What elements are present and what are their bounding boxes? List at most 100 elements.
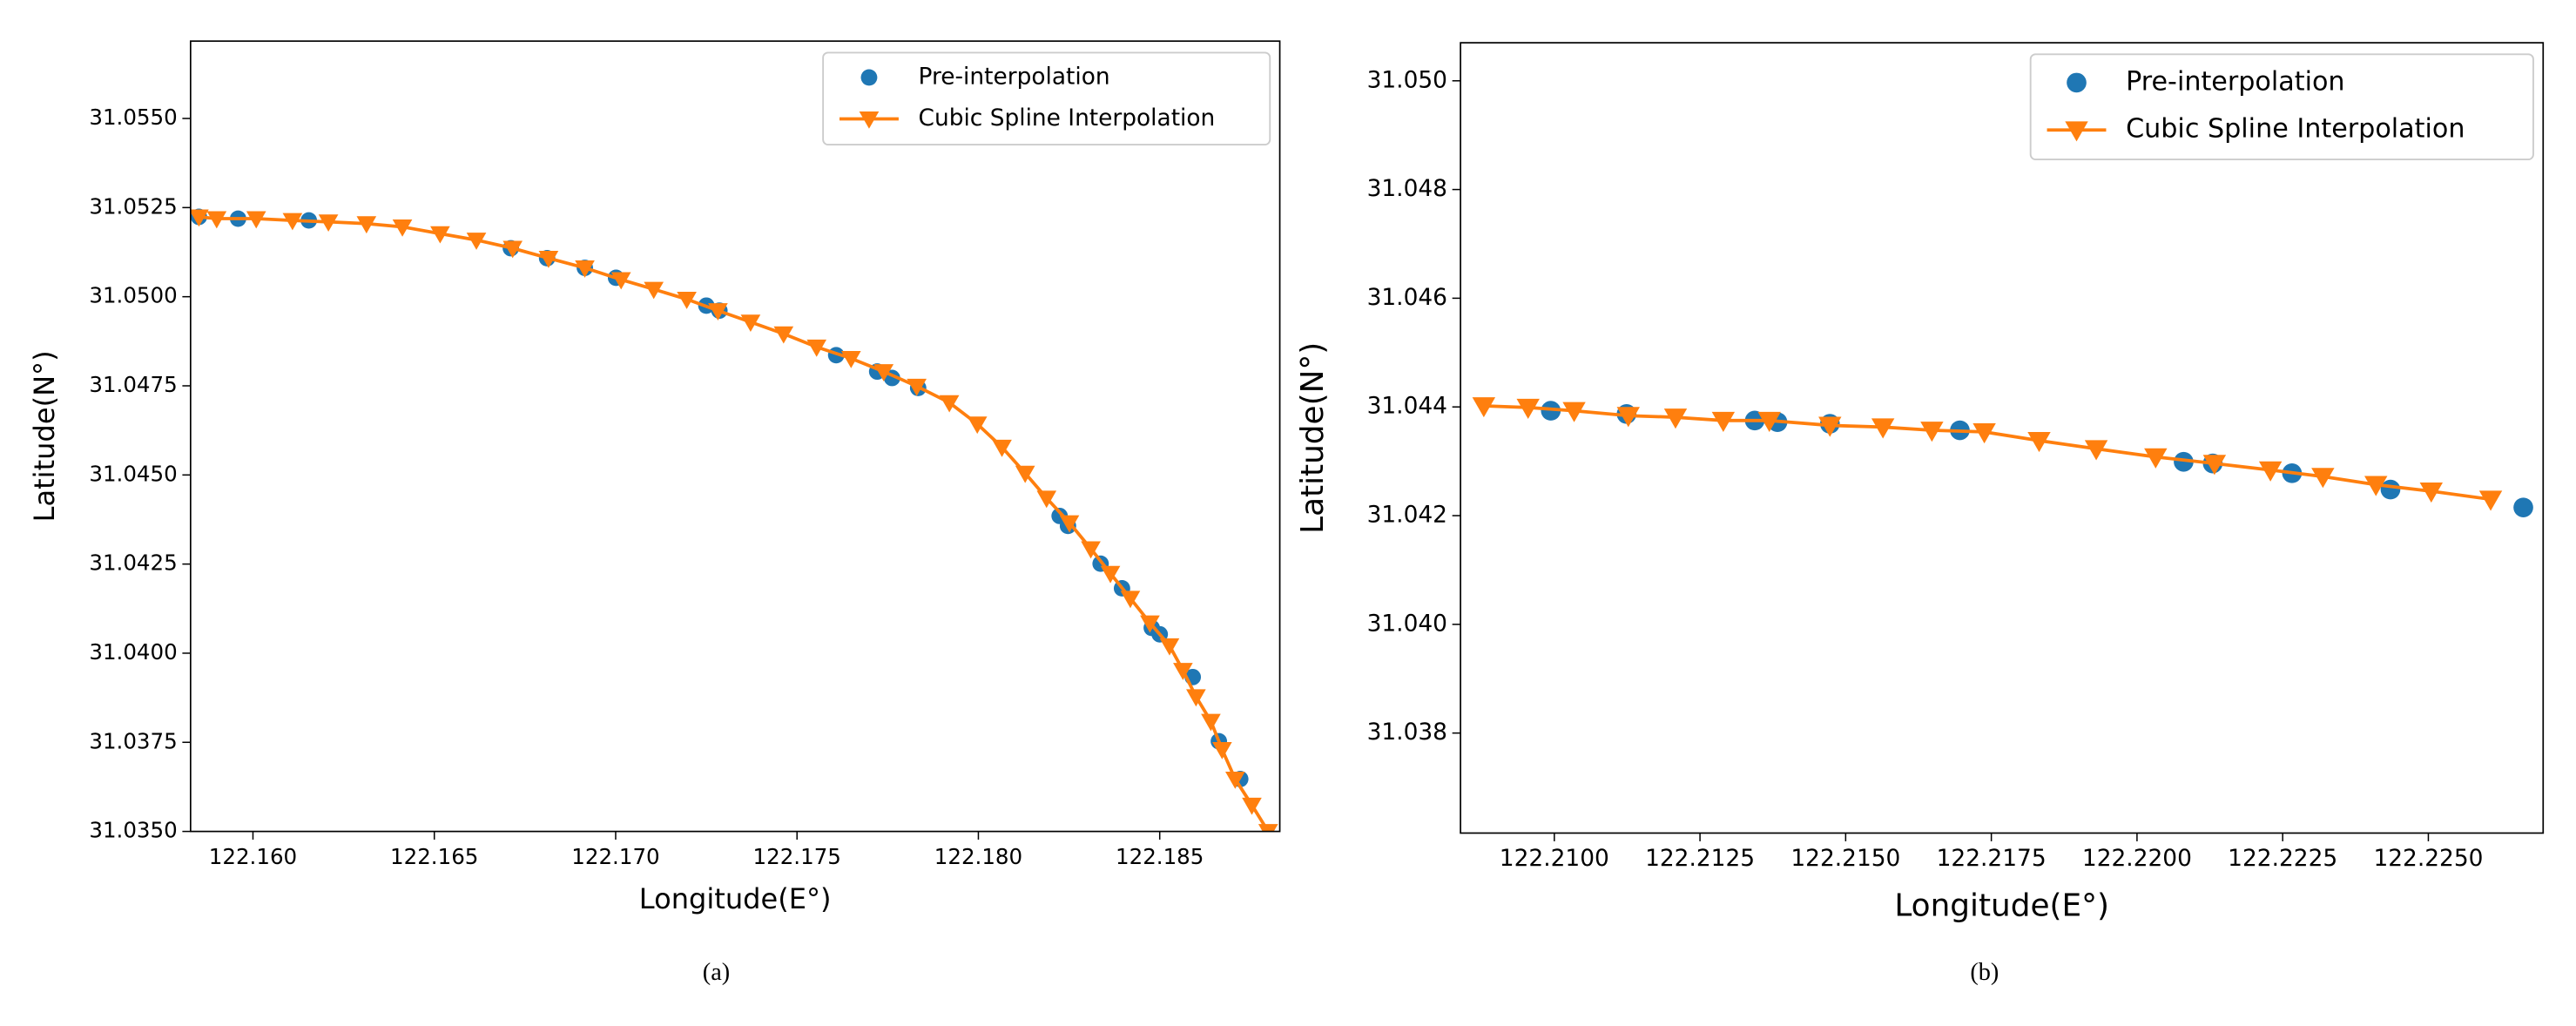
plot-area	[190, 208, 1278, 832]
x-tick-label: 122.2250	[2373, 845, 2483, 872]
data-point	[1757, 411, 1781, 433]
data-point	[466, 233, 487, 250]
data-point	[2027, 432, 2051, 453]
data-point	[1472, 397, 1496, 418]
y-tick-label: 31.0550	[89, 105, 177, 130]
data-point	[967, 416, 988, 435]
data-point	[206, 211, 227, 229]
data-point	[282, 213, 303, 231]
data-point	[644, 281, 664, 300]
data-point	[1036, 490, 1057, 509]
legend-marker	[2067, 72, 2087, 93]
x-tick-label: 122.2100	[1500, 845, 1609, 872]
y-tick-label: 31.0500	[89, 283, 177, 308]
legend: Pre-interpolation Cubic Spline Interpolat…	[2029, 53, 2534, 160]
data-point	[939, 395, 960, 413]
data-point	[1186, 689, 1206, 707]
data-point	[1616, 407, 1640, 428]
series-line	[199, 215, 1270, 832]
data-point	[1081, 541, 1101, 559]
y-tick-label: 31.040	[1367, 610, 1447, 637]
data-point	[1059, 515, 1080, 533]
data-point	[575, 260, 595, 278]
data-point	[840, 350, 861, 368]
legend-marker	[859, 111, 880, 129]
data-point	[677, 292, 697, 309]
y-axis-label: Latitude(N°)	[1295, 342, 1331, 534]
data-point	[1562, 402, 1586, 422]
data-point	[1663, 408, 1688, 429]
data-point	[392, 219, 413, 237]
data-point	[2364, 476, 2388, 496]
data-point	[1711, 411, 1736, 433]
legend: Pre-interpolation Cubic Spline Interpolat…	[822, 51, 1271, 145]
data-point	[1920, 422, 1944, 442]
y-tick-label: 31.038	[1367, 719, 1447, 746]
axes-frame	[189, 40, 1281, 833]
data-point	[190, 209, 209, 227]
data-point	[2419, 483, 2444, 503]
y-tick-label: 31.046	[1367, 284, 1447, 311]
y-tick-label: 31.044	[1367, 393, 1447, 420]
data-point	[2258, 461, 2283, 482]
legend-marker	[2065, 121, 2088, 142]
legend-label: Pre-interpolation	[2126, 66, 2344, 97]
legend-label: Pre-interpolation	[919, 63, 1110, 90]
data-point	[1225, 771, 1245, 789]
x-tick-label: 122.175	[753, 844, 841, 869]
data-point	[773, 326, 794, 344]
x-tick-label: 122.2175	[1937, 845, 2047, 872]
data-point	[2311, 468, 2335, 489]
data-point	[873, 364, 894, 381]
data-point	[1140, 615, 1160, 633]
data-point	[907, 378, 927, 396]
data-point	[502, 240, 523, 259]
data-point	[1242, 797, 1262, 815]
y-tick-label: 31.0375	[89, 728, 177, 753]
axes-frame	[1460, 42, 2545, 834]
legend-label: Cubic Spline Interpolation	[2126, 114, 2465, 145]
y-tick-label: 31.050	[1367, 66, 1447, 93]
x-axis-label: Longitude(E°)	[639, 882, 832, 915]
data-point	[1871, 418, 1895, 439]
data-point	[992, 439, 1012, 457]
x-tick-label: 122.160	[209, 844, 297, 869]
data-point	[1258, 824, 1278, 832]
x-tick-label: 122.185	[1116, 844, 1204, 869]
data-point	[2202, 455, 2227, 476]
caption: (b)	[1970, 959, 1999, 986]
data-point	[1015, 465, 1035, 483]
y-tick-label: 31.0475	[89, 372, 177, 397]
data-point	[2084, 440, 2108, 461]
y-tick-label: 31.0400	[89, 639, 177, 665]
data-point	[430, 226, 450, 244]
data-point	[246, 211, 266, 229]
y-tick-label: 31.0525	[89, 193, 177, 219]
data-point	[356, 216, 377, 234]
data-point	[1173, 663, 1193, 680]
data-point	[708, 303, 728, 321]
y-tick-label: 31.042	[1367, 502, 1447, 529]
y-tick-label: 31.0425	[89, 550, 177, 576]
x-axis-label: Longitude(E°)	[1894, 888, 2109, 923]
data-point	[538, 250, 559, 268]
data-point	[1516, 398, 1540, 420]
x-tick-label: 122.180	[934, 844, 1022, 869]
y-tick-label: 31.0350	[89, 818, 177, 843]
legend-label: Cubic Spline Interpolation	[919, 105, 1216, 132]
data-point	[610, 272, 631, 290]
caption: (a)	[703, 959, 730, 986]
plot-area	[1472, 397, 2533, 517]
x-tick-label: 122.2150	[1790, 845, 1900, 872]
x-tick-label: 122.2125	[1645, 845, 1755, 872]
data-point	[2478, 490, 2503, 511]
x-tick-label: 122.165	[390, 844, 478, 869]
data-point	[1100, 565, 1121, 584]
data-point	[1541, 401, 1561, 421]
data-point	[1159, 638, 1180, 656]
data-point	[318, 214, 339, 233]
x-tick-label: 122.2225	[2228, 845, 2337, 872]
data-point	[740, 314, 761, 333]
data-point	[2144, 448, 2168, 469]
